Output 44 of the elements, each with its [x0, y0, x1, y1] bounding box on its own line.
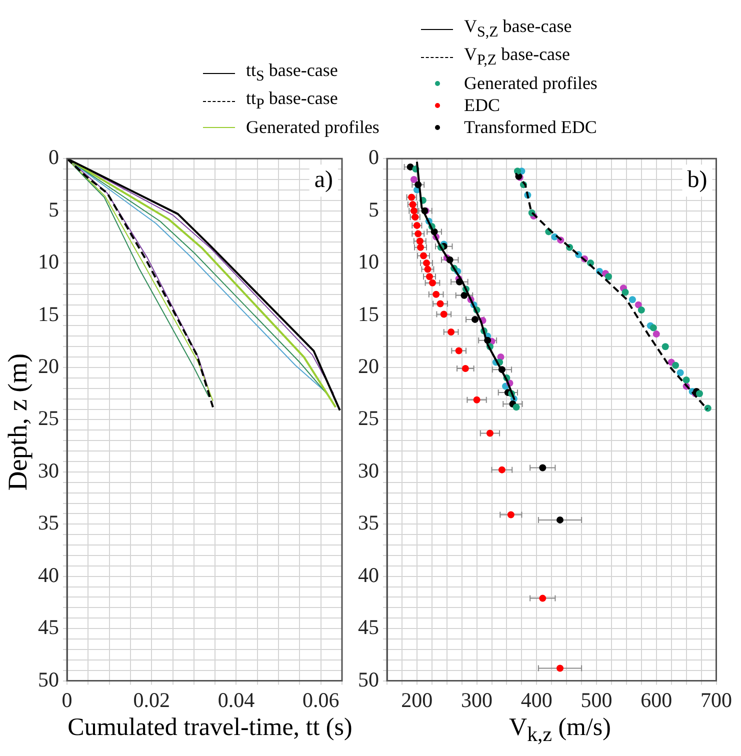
- y-tick-label: 45: [358, 615, 379, 640]
- legend-label: V$_{S,Z}$ base-case: [464, 14, 572, 42]
- y-tick-label: 10: [38, 250, 59, 274]
- y-tick-label: 35: [358, 510, 379, 535]
- x-axis-title: V$_{k,z}$ (m/s): [508, 714, 612, 747]
- x-tick-label: 700: [700, 688, 732, 712]
- annotation: b): [687, 166, 708, 193]
- legend-label: Generated profiles: [464, 72, 598, 94]
- y-tick-label: 25: [358, 406, 379, 430]
- y-tick-label: 5: [48, 197, 59, 222]
- y-tick-label: 30: [38, 458, 59, 482]
- y-tick-label: 20: [358, 354, 379, 378]
- y-tick-label: 15: [358, 302, 379, 326]
- x-tick-label: 500: [580, 688, 612, 712]
- y-tick-label: 45: [38, 615, 59, 640]
- annotation: a): [314, 166, 333, 193]
- legend-label: tt$_{P}$ base-case: [246, 87, 338, 115]
- y-tick-label: 50: [358, 667, 379, 692]
- legend-label: Generated profiles: [246, 116, 380, 138]
- y-tick-label: 0: [48, 145, 59, 170]
- legend-label: V$_{P,Z}$ base-case: [464, 43, 570, 71]
- y-tick-label: 10: [358, 250, 379, 274]
- y-tick-label: 20: [38, 354, 59, 378]
- x-tick-label: 0.06: [302, 688, 340, 712]
- x-tick-label: 0.04: [218, 688, 256, 712]
- legend-label: Transformed EDC: [464, 116, 597, 138]
- legend-label: EDC: [464, 94, 500, 116]
- x-tick-label: 600: [640, 688, 672, 712]
- y-tick-label: 25: [38, 406, 59, 430]
- y-axis-title: Depth, z (m): [2, 353, 34, 491]
- x-axis-title: Cumulated travel-time, tt (s): [66, 714, 354, 742]
- y-tick-label: 15: [38, 302, 59, 326]
- x-tick-label: 200: [401, 688, 433, 712]
- x-tick-label: 400: [520, 688, 552, 712]
- y-tick-label: 35: [38, 510, 59, 535]
- legend-label: tt$_{S}$ base-case: [246, 58, 338, 86]
- y-tick-label: 0: [368, 145, 379, 170]
- x-tick-label: 300: [461, 688, 493, 712]
- y-tick-label: 40: [358, 562, 379, 587]
- y-tick-label: 40: [38, 562, 59, 587]
- y-tick-label: 50: [38, 667, 59, 692]
- y-tick-label: 5: [368, 197, 379, 222]
- y-tick-label: 30: [358, 458, 379, 482]
- x-tick-label: 0.02: [133, 688, 170, 712]
